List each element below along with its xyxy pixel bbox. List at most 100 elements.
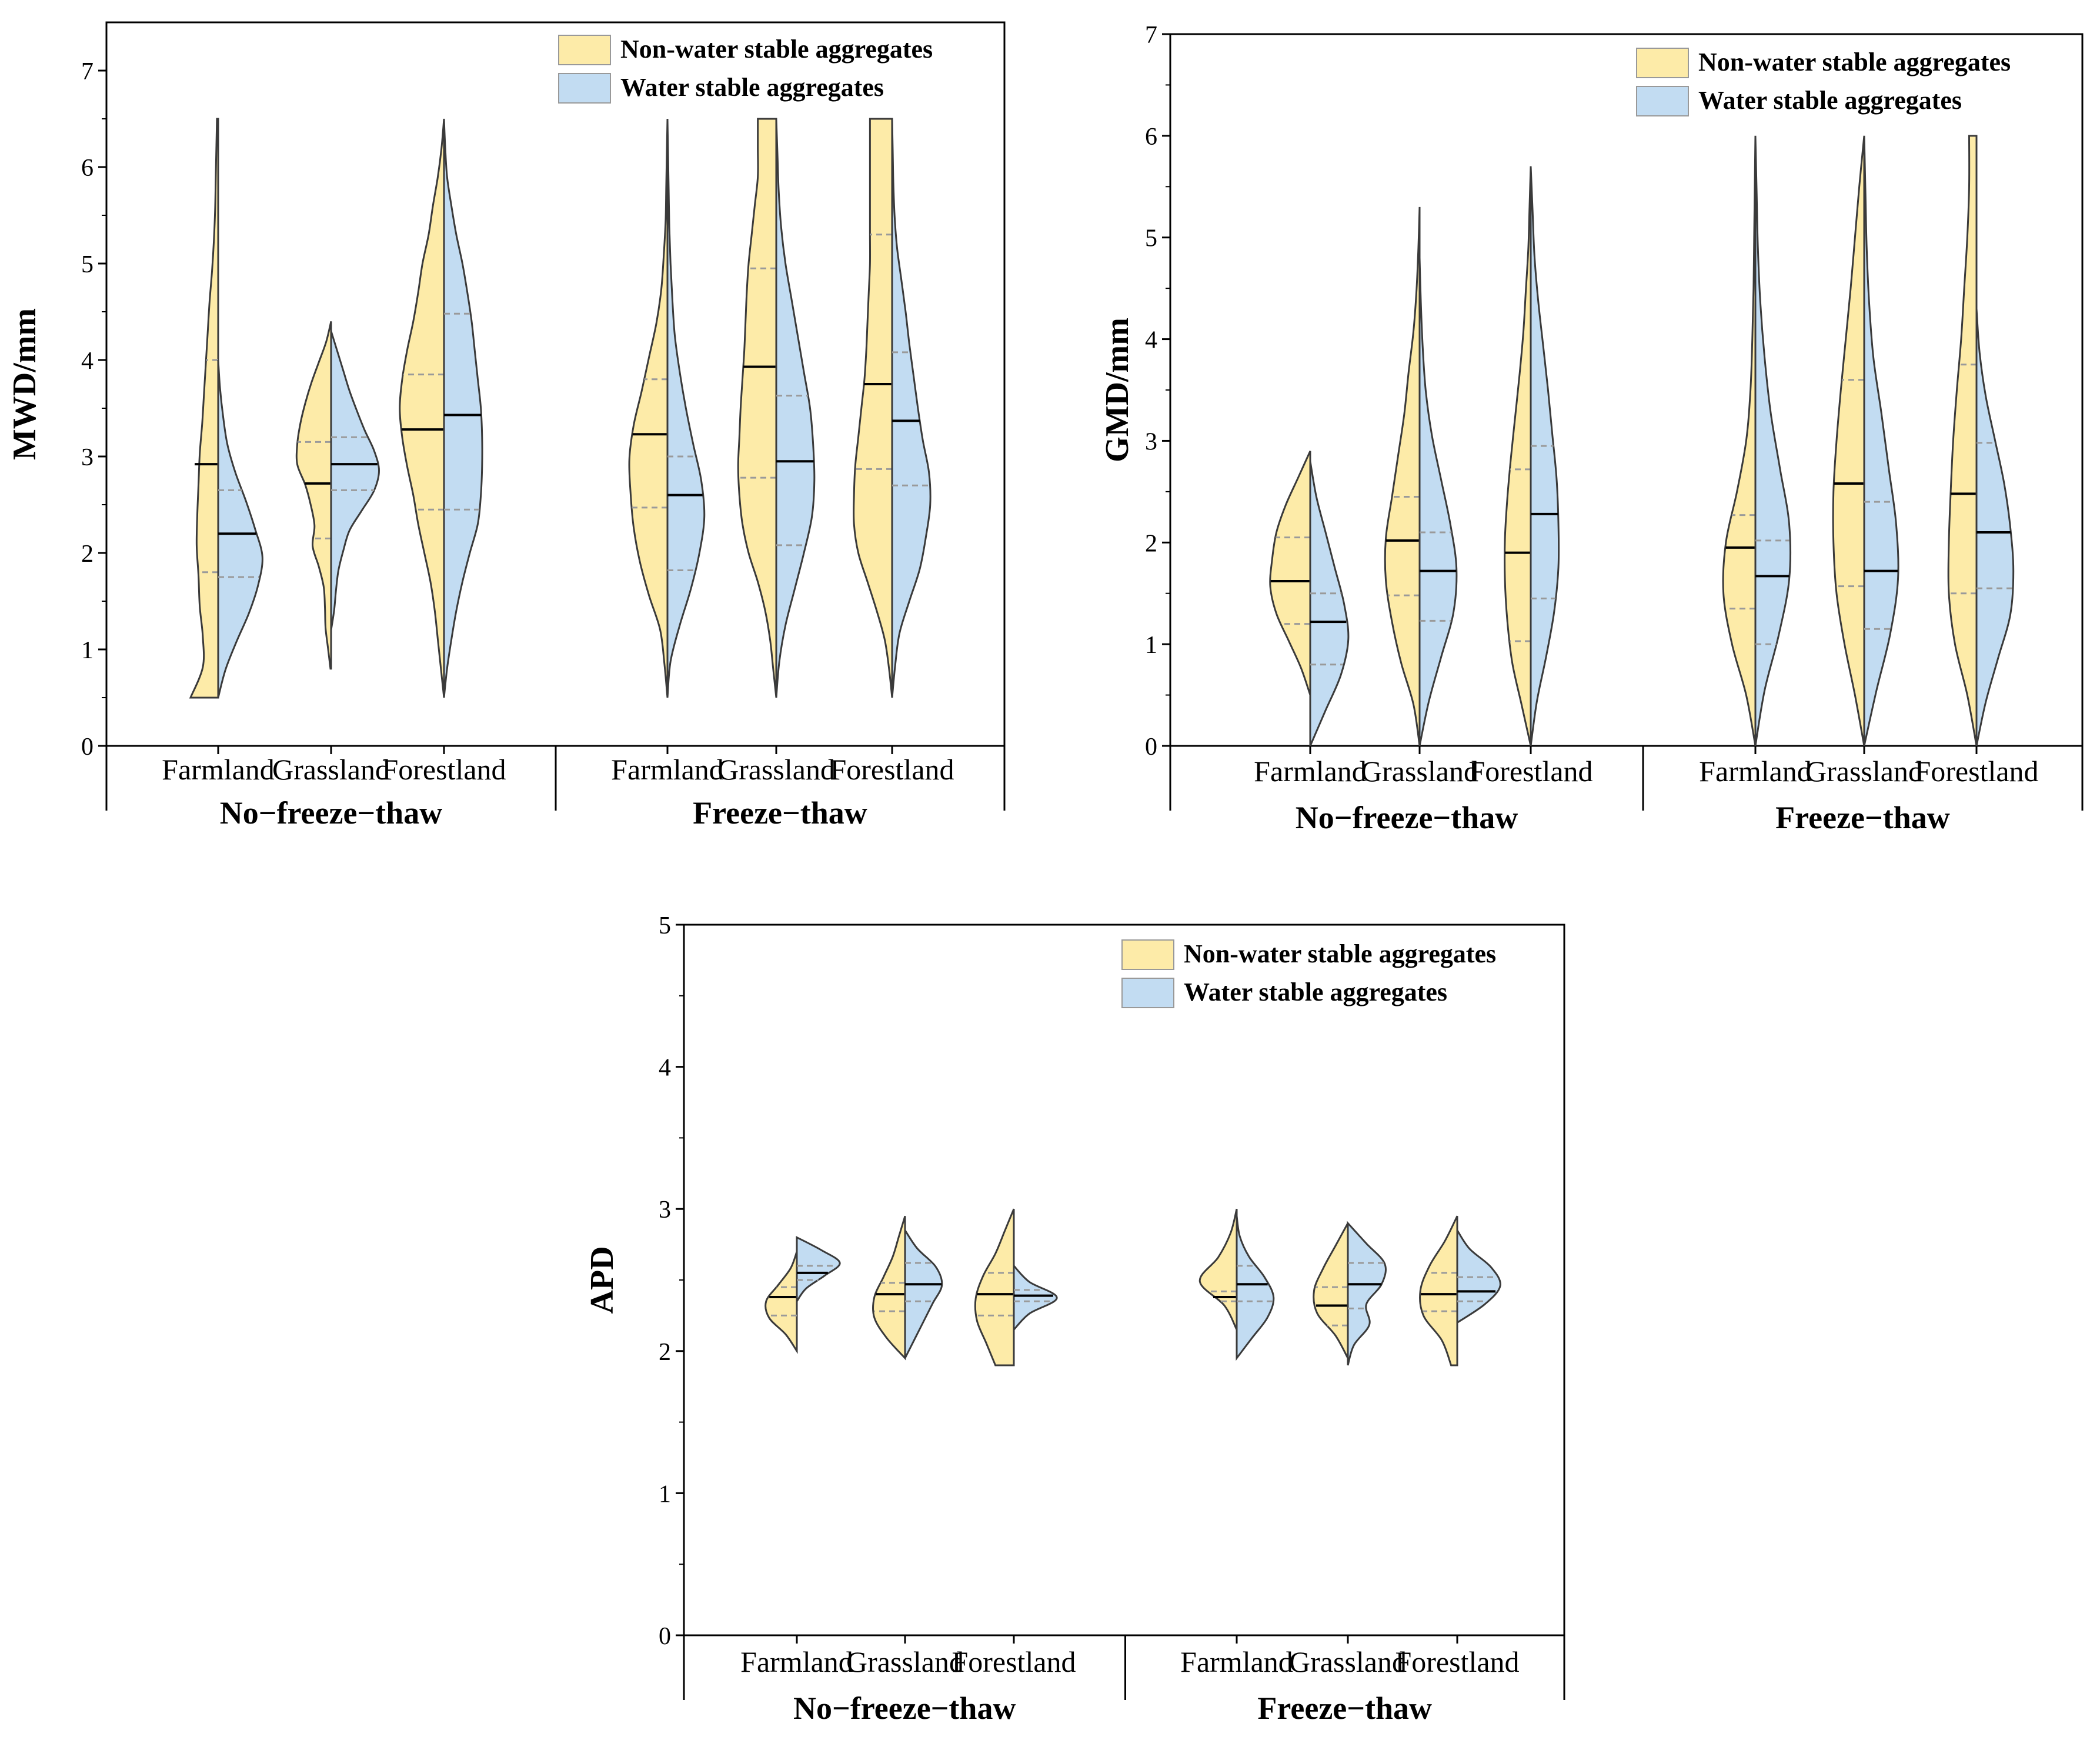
violin-water-grassland bbox=[330, 331, 380, 631]
x-group-label: No−freeze−thaw bbox=[1296, 800, 1518, 835]
legend-label-nonwater: Non-water stable aggregates bbox=[1698, 48, 2011, 76]
x-category-label: Forestland bbox=[1914, 755, 2038, 788]
legend-swatch-water bbox=[1636, 86, 1689, 116]
violin-water-forestland bbox=[1013, 1264, 1058, 1332]
y-tick-label: 4 bbox=[659, 1055, 671, 1082]
x-group-label: Freeze−thaw bbox=[693, 795, 867, 831]
violin-nonwater-grassland bbox=[872, 1215, 906, 1361]
legend-label-water: Water stable aggregates bbox=[1184, 978, 1447, 1006]
y-tick-label: 3 bbox=[1145, 428, 1157, 455]
violin-nonwater-farmland bbox=[628, 118, 669, 698]
y-tick-label: 2 bbox=[659, 1339, 671, 1366]
y-tick-label: 1 bbox=[81, 637, 94, 664]
violin-water-grassland bbox=[1863, 135, 1899, 746]
y-tick-label: 3 bbox=[659, 1196, 671, 1224]
legend-label-water: Water stable aggregates bbox=[1698, 86, 1962, 115]
violin-nonwater-forestland bbox=[1419, 1215, 1458, 1366]
violin-water-grassland bbox=[904, 1227, 943, 1359]
y-tick-label: 5 bbox=[81, 251, 94, 278]
x-category-label: Grassland bbox=[846, 1645, 964, 1678]
x-group-label: Freeze−thaw bbox=[1775, 800, 1950, 835]
violin-nonwater-farmland bbox=[764, 1251, 798, 1354]
x-category-label: Grassland bbox=[1361, 755, 1478, 788]
x-category-label: Forestland bbox=[1468, 755, 1592, 788]
y-tick-label: 0 bbox=[1145, 734, 1157, 761]
violin-nonwater-forestland bbox=[1947, 135, 1978, 746]
legend-label-nonwater: Non-water stable aggregates bbox=[620, 35, 933, 64]
y-axis-title: MWD/mm bbox=[6, 308, 43, 460]
y-tick-label: 2 bbox=[1145, 530, 1157, 557]
violin-water-farmland bbox=[666, 118, 706, 698]
violin-water-farmland bbox=[217, 359, 263, 698]
violin-nonwater-grassland bbox=[737, 118, 777, 698]
violin-nonwater-forestland bbox=[853, 118, 893, 698]
y-tick-label: 0 bbox=[81, 734, 94, 761]
legend-swatch-nonwater bbox=[1636, 48, 1689, 78]
violin-nonwater-grassland bbox=[1832, 135, 1865, 746]
chart-panel-mwd: 01234567MWD/mmFarmlandGrasslandForestlan… bbox=[6, 21, 1006, 831]
x-group-label: Freeze−thaw bbox=[1257, 1691, 1432, 1726]
x-category-label: Forestland bbox=[1395, 1645, 1519, 1678]
y-tick-label: 1 bbox=[659, 1481, 671, 1508]
violin-water-farmland bbox=[1754, 135, 1792, 746]
x-category-label: Forestland bbox=[830, 753, 954, 786]
violin-water-farmland bbox=[1236, 1216, 1275, 1361]
x-category-label: Farmland bbox=[740, 1645, 853, 1678]
y-tick-label: 0 bbox=[659, 1623, 671, 1650]
violin-water-grassland bbox=[1418, 258, 1458, 746]
y-tick-label: 5 bbox=[659, 912, 671, 939]
violin-water-farmland bbox=[1309, 461, 1350, 746]
x-category-label: Grassland bbox=[272, 753, 390, 786]
x-category-label: Farmland bbox=[1699, 755, 1812, 788]
violin-nonwater-farmland bbox=[1722, 135, 1757, 746]
violin-nonwater-grassland bbox=[1313, 1222, 1349, 1359]
violin-nonwater-forestland bbox=[399, 118, 445, 698]
y-tick-label: 6 bbox=[81, 155, 94, 182]
violin-water-grassland bbox=[1347, 1221, 1387, 1366]
violin-water-forestland bbox=[1975, 308, 2015, 746]
x-category-label: Grassland bbox=[1805, 755, 1923, 788]
y-tick-label: 5 bbox=[1145, 225, 1157, 252]
y-tick-label: 6 bbox=[1145, 124, 1157, 151]
violin-water-farmland bbox=[796, 1236, 841, 1304]
y-tick-label: 4 bbox=[1145, 327, 1157, 354]
x-group-label: No−freeze−thaw bbox=[793, 1691, 1016, 1726]
legend-label-water: Water stable aggregates bbox=[620, 73, 884, 102]
violin-water-forestland bbox=[1530, 166, 1560, 746]
x-category-label: Forestland bbox=[951, 1645, 1076, 1678]
violin-nonwater-forestland bbox=[974, 1208, 1015, 1366]
x-category-label: Grassland bbox=[717, 753, 835, 786]
violin-water-forestland bbox=[443, 118, 483, 698]
x-category-label: Forestland bbox=[382, 753, 506, 786]
y-tick-label: 7 bbox=[81, 58, 94, 85]
violin-nonwater-farmland bbox=[189, 118, 219, 699]
y-axis-title: GMD/mm bbox=[1099, 318, 1136, 462]
legend-swatch-water bbox=[1121, 978, 1174, 1008]
x-group-label: No−freeze−thaw bbox=[220, 795, 442, 831]
violin-water-forestland bbox=[891, 118, 932, 698]
legend-label-nonwater: Non-water stable aggregates bbox=[1184, 939, 1496, 968]
violin-nonwater-grassland bbox=[1384, 206, 1421, 746]
x-category-label: Farmland bbox=[1254, 755, 1367, 788]
violin-nonwater-grassland bbox=[295, 321, 332, 670]
y-tick-label: 2 bbox=[81, 541, 94, 568]
violin-nonwater-farmland bbox=[1198, 1208, 1238, 1331]
x-category-label: Farmland bbox=[162, 753, 275, 786]
y-tick-label: 3 bbox=[81, 444, 94, 471]
violin-nonwater-forestland bbox=[1504, 166, 1532, 746]
legend-swatch-water bbox=[558, 73, 611, 104]
violin-nonwater-farmland bbox=[1269, 451, 1311, 696]
x-category-label: Grassland bbox=[1289, 1645, 1407, 1678]
x-category-label: Farmland bbox=[1180, 1645, 1293, 1678]
chart-panel-gmd: 01234567GMD/mmFarmlandGrasslandForestlan… bbox=[1099, 22, 2084, 835]
y-tick-label: 1 bbox=[1145, 632, 1157, 659]
x-category-label: Farmland bbox=[611, 753, 724, 786]
y-tick-label: 4 bbox=[81, 348, 94, 375]
legend-swatch-nonwater bbox=[1121, 939, 1174, 970]
y-tick-label: 7 bbox=[1145, 22, 1157, 49]
violin-water-grassland bbox=[775, 118, 816, 698]
legend-swatch-nonwater bbox=[558, 35, 611, 65]
y-axis-title: APD bbox=[584, 1246, 620, 1314]
